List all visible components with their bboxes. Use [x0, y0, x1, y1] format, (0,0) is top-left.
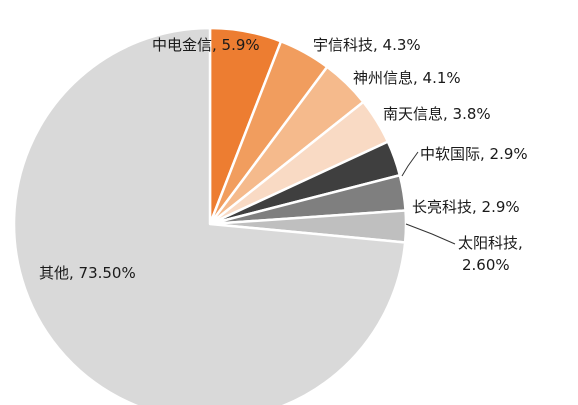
- leader-lines: [401, 151, 456, 245]
- slice-label-5: 中软国际, 2.9%: [420, 145, 528, 163]
- leader-line-zhongruan: [401, 151, 419, 177]
- pie-slice-8: [12, 26, 407, 405]
- slice-label-3: 神州信息, 4.1%: [353, 69, 461, 87]
- slice-label-1: 中电金信, 5.9%: [152, 36, 260, 54]
- pie-slices: [12, 26, 408, 405]
- slice-label-8: 其他, 73.50%: [39, 264, 136, 282]
- slice-label-6: 长亮科技, 2.9%: [412, 198, 520, 216]
- slice-label-4: 南天信息, 3.8%: [383, 105, 491, 123]
- slice-label-2: 宇信科技, 4.3%: [313, 36, 421, 54]
- slice-labels: 中电金信, 5.9% 宇信科技, 4.3% 神州信息, 4.1% 南天信息, 3.8%…: [39, 36, 528, 282]
- slice-label-7: 太阳科技, 2.60%: [458, 234, 523, 274]
- leader-line-taiyang: [405, 223, 456, 245]
